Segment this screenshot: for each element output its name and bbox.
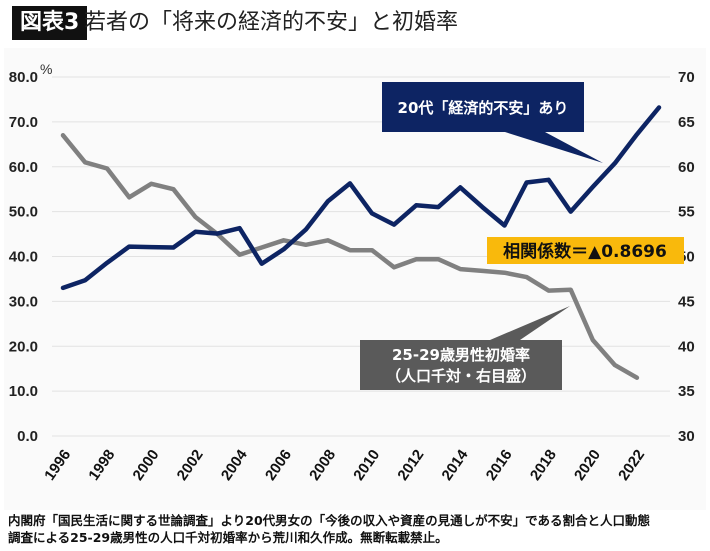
series-line-economic-anxiety (60, 105, 662, 291)
left-axis-tick-label: 70.0 (9, 114, 38, 131)
left-axis-tick-label: 0.0 (17, 428, 38, 445)
x-axis-tick-label: 2020 (571, 447, 604, 484)
x-axis-tick-label: 2014 (439, 446, 472, 484)
source-line-2: 調査による25-29歳男性の人口千対初婚率から荒川和久作成。無断転載禁止。 (8, 530, 448, 545)
right-axis-tick-label: 65 (678, 114, 695, 131)
line-chart: 0.0 10.0 20.0 30.0 40.0 50.0 60.0 70.0 80.0 30 35… (9, 61, 695, 484)
figure-badge: 図表3 (12, 6, 88, 40)
chart-title: 若者の「将来の経済的不安」と初婚率 (84, 10, 459, 35)
right-axis-tick-label: 30 (678, 428, 695, 445)
blue-series-callout: 20代「経済的不安」あり (382, 82, 603, 163)
gray-callout-line2: （人口千対・右目盛） (386, 367, 536, 385)
right-axis-tick-label: 40 (678, 338, 695, 355)
source-line-1: 内閣府「国民生活に関する世論調査」より20代男女の「今後の収入や資産の見通しが不… (8, 513, 651, 528)
x-axis-tick-label: 2002 (174, 447, 207, 484)
correlation-annotation: 相関係数＝▲0.8696 (487, 237, 684, 264)
correlation-text: 相関係数＝▲0.8696 (503, 241, 667, 262)
x-axis-tick-label: 2004 (218, 446, 251, 484)
correlation-box (487, 237, 684, 264)
gridlines (52, 76, 670, 437)
x-axis-tick-label: 2016 (483, 447, 516, 484)
x-axis-tick-label: 1998 (85, 447, 118, 484)
x-axis-tick-label: 2012 (394, 447, 427, 484)
left-axis-tick-label: 30.0 (9, 293, 38, 310)
series-lines (60, 105, 662, 380)
x-axis-tick-label: 2000 (130, 447, 163, 484)
gray-callout-box (360, 306, 570, 390)
right-axis-tick-label: 55 (678, 204, 695, 221)
chart-panel (4, 48, 706, 510)
x-axis-tick-label: 1996 (41, 447, 74, 484)
gray-callout-line1: 25-29歳男性初婚率 (392, 346, 530, 364)
left-axis-unit: % (40, 61, 52, 77)
gray-series-callout: 25-29歳男性初婚率 （人口千対・右目盛） (360, 306, 570, 390)
left-axis-tick-label: 40.0 (9, 249, 38, 266)
blue-callout-box (382, 82, 603, 163)
right-axis-tick-label: 35 (678, 383, 695, 400)
right-axis-tick-label: 60 (678, 159, 695, 176)
left-axis-tick-label: 80.0 (9, 69, 38, 86)
x-axis-ticks: 1996 1998 2000 2002 2004 2006 2008 2010 2012 2014… (41, 446, 648, 484)
left-axis-tick-label: 50.0 (9, 204, 38, 221)
x-axis-tick-label: 2008 (306, 447, 339, 484)
right-axis-tick-label: 70 (678, 69, 695, 86)
left-axis-tick-label: 60.0 (9, 159, 38, 176)
right-axis-tick-label: 45 (678, 293, 695, 310)
source-note: 内閣府「国民生活に関する世論調査」より20代男女の「今後の収入や資産の見通しが不… (8, 512, 704, 546)
x-axis-tick-label: 2010 (350, 447, 383, 484)
left-axis-tick-label: 10.0 (9, 383, 38, 400)
x-axis-tick-label: 2022 (615, 447, 648, 484)
left-axis-tick-label: 20.0 (9, 338, 38, 355)
x-axis-tick-label: 2006 (262, 447, 295, 484)
blue-callout-text: 20代「経済的不安」あり (398, 99, 569, 117)
left-axis-ticks: 0.0 10.0 20.0 30.0 40.0 50.0 60.0 70.0 80.0 (9, 69, 38, 445)
x-axis-tick-label: 2018 (527, 447, 560, 484)
